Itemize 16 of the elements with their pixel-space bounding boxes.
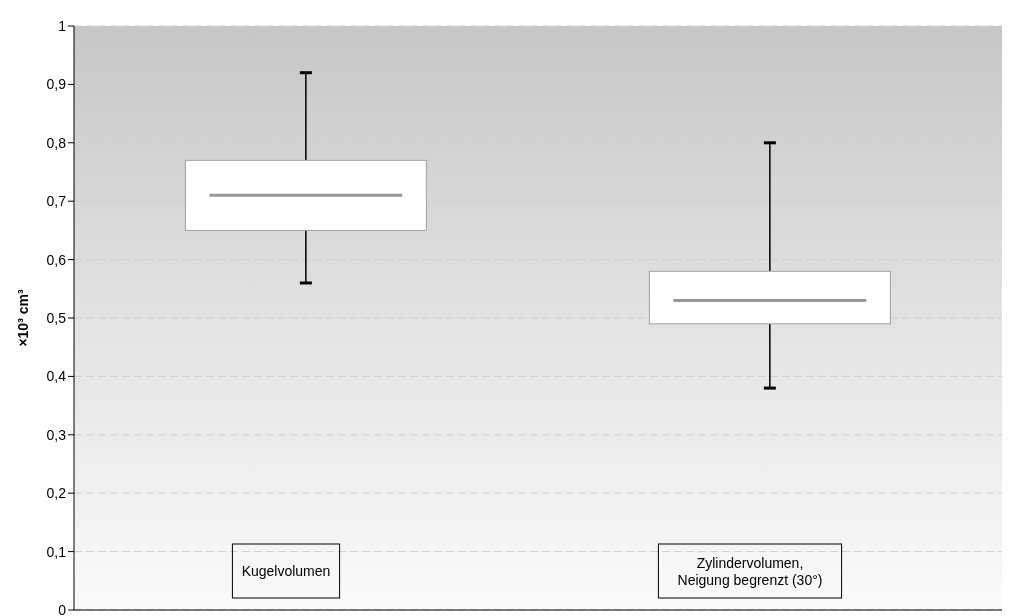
- y-tick-label: 0,6: [46, 251, 67, 268]
- y-tick-label: 0,9: [46, 76, 67, 93]
- y-tick-label: 0,5: [46, 309, 67, 326]
- y-tick-label: 0,3: [46, 426, 67, 443]
- y-tick-label: 0,2: [46, 485, 67, 502]
- x-tick-label: Zylindervolumen, Neigung begrenzt (30°): [677, 554, 823, 588]
- y-tick-label: 0,1: [46, 543, 67, 560]
- label-frame: Zylindervolumen, Neigung begrenzt (30°): [657, 543, 843, 599]
- label-frame: Kugelvolumen: [231, 543, 341, 599]
- y-tick-label: 0,8: [46, 134, 67, 151]
- y-tick-label: 0,7: [46, 193, 67, 210]
- y-tick-label: 0,4: [46, 368, 67, 385]
- y-axis-title: ×10³ cm³: [15, 289, 31, 347]
- x-tick-label: Kugelvolumen: [241, 563, 331, 579]
- y-tick-label: 0: [58, 601, 67, 616]
- y-tick-label: 1: [58, 17, 67, 34]
